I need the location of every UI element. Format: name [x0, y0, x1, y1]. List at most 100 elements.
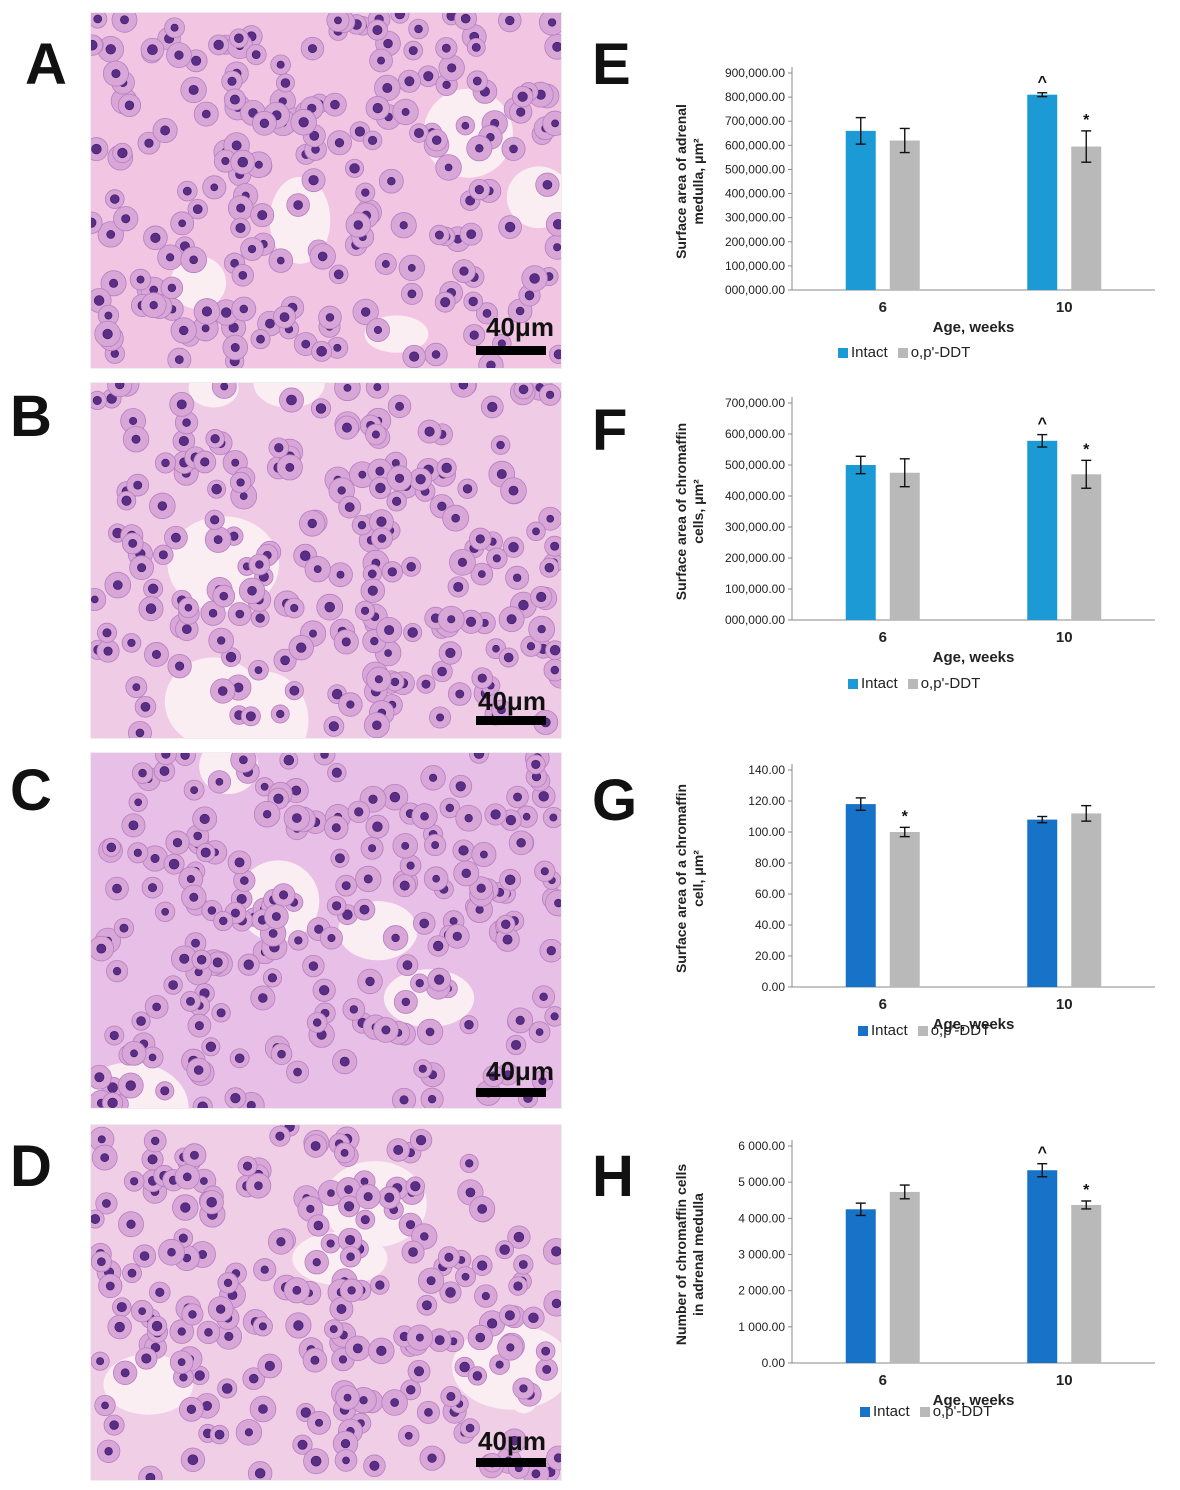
nucleus	[138, 1307, 146, 1315]
nucleus	[204, 1328, 213, 1337]
nucleus	[437, 666, 447, 677]
nucleus	[280, 655, 290, 666]
y-tick-label: 100,000.00	[725, 582, 785, 596]
nucleus	[324, 601, 335, 613]
nucleus	[91, 143, 102, 155]
nucleus	[551, 1298, 561, 1309]
x-tick-label: 6	[879, 299, 887, 316]
nucleus	[97, 1257, 106, 1267]
scalebar-label-a: 40μm	[486, 312, 554, 342]
scalebar-b	[476, 716, 546, 725]
nucleus	[176, 399, 187, 410]
nucleus	[502, 934, 513, 945]
nucleus	[503, 652, 514, 663]
nucleus	[114, 1321, 125, 1333]
nucleus	[234, 857, 245, 868]
nucleus	[112, 883, 122, 894]
nucleus	[167, 283, 177, 293]
nucleus	[354, 807, 364, 817]
nucleus	[276, 709, 285, 719]
nucleus	[258, 993, 268, 1003]
nucleus	[513, 1281, 523, 1291]
nucleus	[306, 1204, 315, 1213]
nucleus	[539, 992, 548, 1001]
nucleus	[299, 550, 311, 561]
nucleus	[115, 383, 125, 390]
nucleus	[126, 1219, 136, 1229]
bar	[845, 1209, 876, 1363]
nucleus	[341, 637, 351, 647]
nucleus	[236, 203, 246, 213]
nucleus	[239, 304, 249, 314]
nucleus	[401, 108, 410, 116]
nucleus	[231, 458, 240, 467]
nucleus	[420, 1232, 429, 1241]
y-tick-label: 300,000.00	[725, 520, 785, 534]
nucleus	[313, 565, 322, 574]
micrograph-c	[90, 752, 562, 1109]
micrograph-a-image	[91, 13, 561, 368]
nucleus	[546, 514, 555, 523]
nucleus	[276, 1237, 286, 1247]
nucleus	[392, 496, 402, 506]
nucleus	[333, 343, 342, 352]
nucleus	[477, 570, 486, 578]
nucleus	[343, 383, 352, 392]
panel-letter-b: B	[10, 384, 52, 449]
nucleus	[357, 521, 367, 530]
bar-chart-e: 000,000.00 100,000.00 200,000.00 300,000.00…	[660, 55, 1170, 385]
nucleus	[308, 175, 319, 186]
nucleus	[414, 1366, 425, 1377]
nucleus	[516, 838, 526, 848]
scalebar-c	[476, 1088, 546, 1097]
nucleus	[372, 25, 383, 36]
legend-label-intact: Intact	[861, 675, 898, 692]
cell	[91, 211, 103, 234]
nucleus	[300, 1407, 311, 1418]
legend-swatch-intact	[860, 1406, 870, 1417]
nucleus	[147, 1154, 158, 1165]
nucleus	[158, 550, 168, 560]
y-axis-label: Surface area of adrenalmedulla, μm²	[673, 104, 706, 259]
nucleus	[421, 679, 431, 689]
nucleus	[352, 1343, 363, 1354]
y-tick-label: 0.00	[762, 1356, 786, 1370]
nucleus	[551, 1246, 561, 1257]
nucleus	[517, 91, 528, 102]
nucleus	[310, 1355, 320, 1365]
legend-swatch-intact	[848, 678, 858, 689]
nucleus	[363, 874, 373, 884]
nucleus	[349, 163, 360, 174]
nucleus	[174, 50, 184, 60]
nucleus	[128, 820, 139, 831]
y-axis-label-line: Surface area of a chromaffin	[673, 784, 689, 973]
x-axis-label: Age, weeks	[933, 649, 1015, 666]
nucleus	[414, 24, 423, 34]
x-tick-label: 10	[1056, 1372, 1073, 1389]
nucleus	[206, 1196, 217, 1208]
nucleus	[401, 997, 411, 1007]
x-tick-label: 10	[1056, 299, 1073, 316]
scalebar-label-d: 40μm	[478, 1426, 546, 1456]
x-tick-label: 6	[879, 629, 887, 646]
nucleus	[294, 936, 303, 945]
y-tick-label: 700,000.00	[725, 114, 785, 128]
nucleus	[360, 307, 371, 317]
nucleus	[133, 480, 143, 490]
significance-mark: ^	[1038, 74, 1047, 91]
nucleus	[345, 1234, 356, 1245]
y-tick-label: 5 000.00	[738, 1175, 785, 1189]
legend-swatch-ddt	[907, 678, 918, 689]
nucleus	[307, 44, 317, 54]
nucleus	[130, 1049, 138, 1058]
nucleus	[334, 16, 342, 25]
nucleus	[462, 484, 473, 494]
nucleus	[453, 581, 464, 592]
bar	[1071, 1204, 1102, 1363]
nucleus	[544, 563, 555, 573]
bar	[1027, 94, 1058, 290]
nucleus	[293, 1067, 302, 1077]
nucleus	[444, 163, 453, 172]
nucleus	[219, 916, 228, 926]
nucleus	[160, 125, 170, 136]
